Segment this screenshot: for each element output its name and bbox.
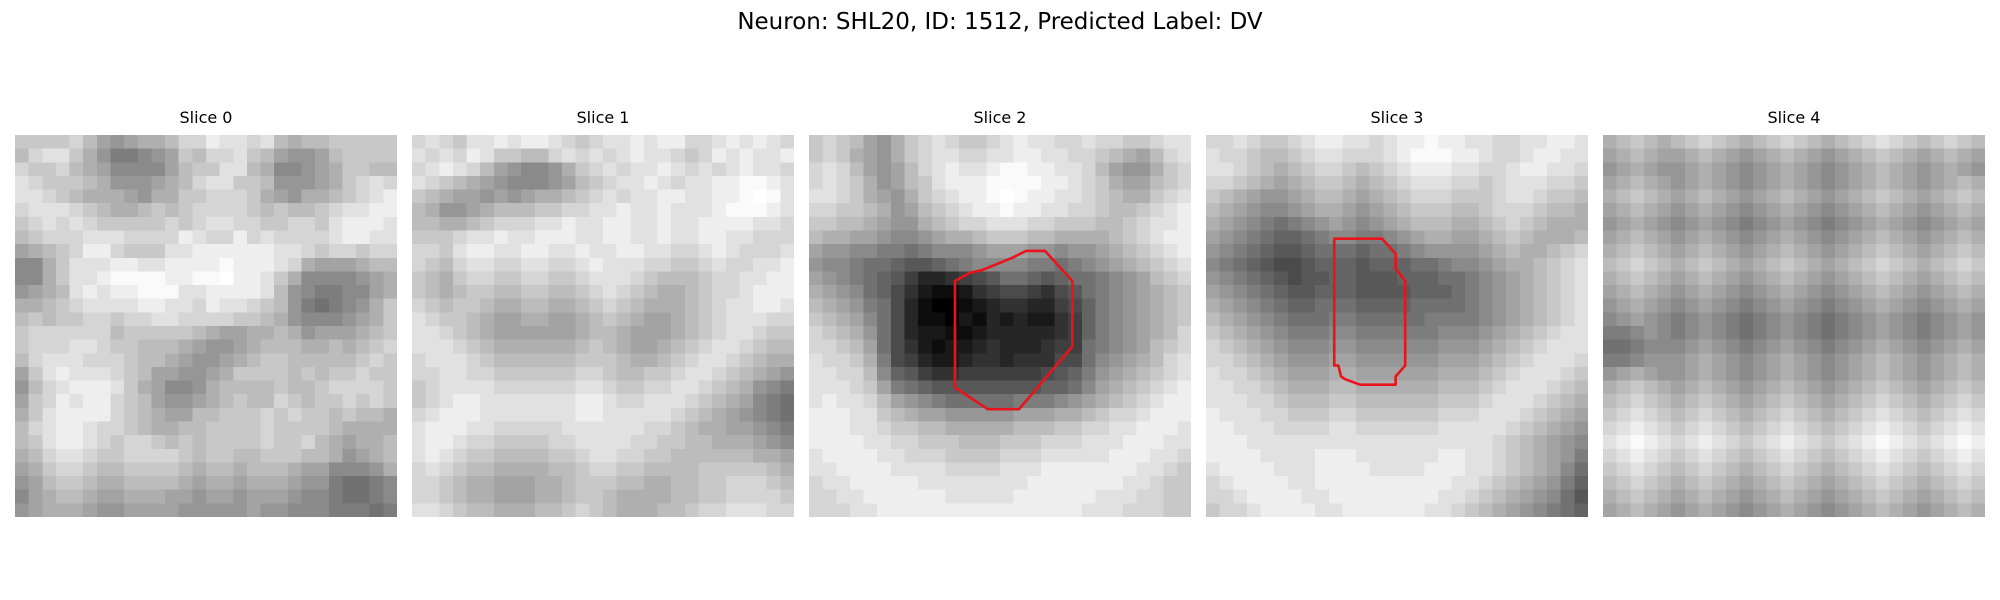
pixel-grid xyxy=(1206,135,1588,517)
figure-title: Neuron: SHL20, ID: 1512, Predicted Label… xyxy=(737,9,1263,35)
segmentation-contour xyxy=(1334,239,1405,385)
slice-title: Slice 2 xyxy=(973,108,1027,127)
pixel-grid xyxy=(1603,135,1985,517)
pixel-grid xyxy=(412,135,794,517)
segmentation-contour xyxy=(955,251,1072,409)
pixel-grid xyxy=(809,135,1191,517)
slice-title: Slice 1 xyxy=(576,108,630,127)
slice-panel-0: Slice 0 xyxy=(15,108,397,517)
slice-panel-3: Slice 3 xyxy=(1206,108,1588,517)
slice-image xyxy=(15,135,397,517)
slice-panel-4: Slice 4 xyxy=(1603,108,1985,517)
slice-image xyxy=(1603,135,1985,517)
slice-image xyxy=(1206,135,1588,517)
slice-panel-2: Slice 2 xyxy=(809,108,1191,517)
slice-title: Slice 4 xyxy=(1767,108,1821,127)
slice-image xyxy=(809,135,1191,517)
slice-panel-1: Slice 1 xyxy=(412,108,794,517)
pixel-grid xyxy=(15,135,397,517)
slice-image xyxy=(412,135,794,517)
slice-title: Slice 0 xyxy=(179,108,233,127)
slice-title: Slice 3 xyxy=(1370,108,1424,127)
